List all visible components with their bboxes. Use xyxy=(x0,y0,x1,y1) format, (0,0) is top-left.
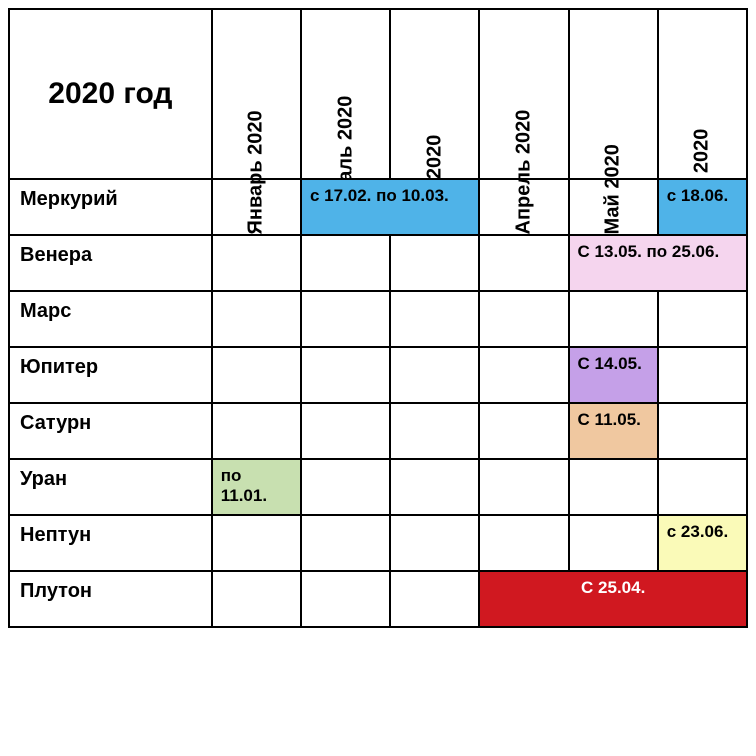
cell-uranus-may xyxy=(569,459,658,515)
cell-mercury-jun: с 18.06. xyxy=(658,179,747,235)
cell-mars-jun xyxy=(658,291,747,347)
cell-pluto-apr-jun: С 25.04. xyxy=(479,571,747,627)
cell-jupiter-jan xyxy=(212,347,301,403)
planet-label: Уран xyxy=(9,459,212,515)
table-row-venus: Венера С 13.05. по 25.06. xyxy=(9,235,747,291)
cell-uranus-jan: по 11.01. xyxy=(212,459,301,515)
planet-label: Марс xyxy=(9,291,212,347)
table-row-mars: Марс xyxy=(9,291,747,347)
table-row-neptune: Нептун с 23.06. xyxy=(9,515,747,571)
cell-mars-jan xyxy=(212,291,301,347)
cell-mars-mar xyxy=(390,291,479,347)
retro-period: С 25.04. xyxy=(480,572,746,626)
planet-label: Юпитер xyxy=(9,347,212,403)
retrograde-calendar-table: 2020 год Январь 2020 Февраль 2020 Март 2… xyxy=(8,8,748,628)
retro-period: по 11.01. xyxy=(213,460,300,514)
header-row: 2020 год Январь 2020 Февраль 2020 Март 2… xyxy=(9,9,747,179)
cell-uranus-jun xyxy=(658,459,747,515)
month-header-jan: Январь 2020 xyxy=(212,9,301,179)
cell-uranus-mar xyxy=(390,459,479,515)
retro-period: С 11.05. xyxy=(570,404,657,458)
table-row-jupiter: Юпитер С 14.05. xyxy=(9,347,747,403)
cell-jupiter-feb xyxy=(301,347,390,403)
month-header-feb: Февраль 2020 xyxy=(301,9,390,179)
retro-period: С 13.05. по 25.06. xyxy=(570,236,746,290)
cell-neptune-jun: с 23.06. xyxy=(658,515,747,571)
cell-neptune-jan xyxy=(212,515,301,571)
corner-cell: 2020 год xyxy=(9,9,212,179)
month-header-mar: Март 2020 xyxy=(390,9,479,179)
cell-jupiter-jun xyxy=(658,347,747,403)
cell-mars-may xyxy=(569,291,658,347)
month-header-may: Май 2020 xyxy=(569,9,658,179)
cell-jupiter-may: С 14.05. xyxy=(569,347,658,403)
cell-neptune-feb xyxy=(301,515,390,571)
cell-venus-feb xyxy=(301,235,390,291)
cell-saturn-jan xyxy=(212,403,301,459)
cell-neptune-apr xyxy=(479,515,568,571)
cell-mercury-may xyxy=(569,179,658,235)
table-row-mercury: Меркурий с 17.02. по 10.03. с 18.06. xyxy=(9,179,747,235)
planet-label: Венера xyxy=(9,235,212,291)
cell-mars-feb xyxy=(301,291,390,347)
cell-venus-may-jun: С 13.05. по 25.06. xyxy=(569,235,747,291)
cell-mercury-apr xyxy=(479,179,568,235)
cell-saturn-feb xyxy=(301,403,390,459)
cell-saturn-mar xyxy=(390,403,479,459)
cell-venus-jan xyxy=(212,235,301,291)
cell-pluto-jan xyxy=(212,571,301,627)
cell-pluto-feb xyxy=(301,571,390,627)
cell-neptune-mar xyxy=(390,515,479,571)
cell-mars-apr xyxy=(479,291,568,347)
table-row-uranus: Уран по 11.01. xyxy=(9,459,747,515)
cell-mercury-feb-mar: с 17.02. по 10.03. xyxy=(301,179,479,235)
planet-label: Плутон xyxy=(9,571,212,627)
cell-venus-mar xyxy=(390,235,479,291)
table-row-pluto: Плутон С 25.04. xyxy=(9,571,747,627)
retro-period: с 17.02. по 10.03. xyxy=(302,180,478,234)
cell-jupiter-mar xyxy=(390,347,479,403)
cell-saturn-apr xyxy=(479,403,568,459)
cell-pluto-mar xyxy=(390,571,479,627)
month-header-apr: Апрель 2020 xyxy=(479,9,568,179)
retro-period: с 23.06. xyxy=(659,516,746,570)
cell-mercury-jan xyxy=(212,179,301,235)
cell-uranus-apr xyxy=(479,459,568,515)
cell-saturn-may: С 11.05. xyxy=(569,403,658,459)
cell-venus-apr xyxy=(479,235,568,291)
retro-period: С 14.05. xyxy=(570,348,657,402)
month-header-jun: Июнь 2020 xyxy=(658,9,747,179)
cell-saturn-jun xyxy=(658,403,747,459)
retro-period: с 18.06. xyxy=(659,180,746,234)
planet-label: Нептун xyxy=(9,515,212,571)
cell-jupiter-apr xyxy=(479,347,568,403)
year-label: 2020 год xyxy=(48,77,172,110)
table-row-saturn: Сатурн С 11.05. xyxy=(9,403,747,459)
planet-label: Сатурн xyxy=(9,403,212,459)
planet-label: Меркурий xyxy=(9,179,212,235)
cell-neptune-may xyxy=(569,515,658,571)
cell-uranus-feb xyxy=(301,459,390,515)
